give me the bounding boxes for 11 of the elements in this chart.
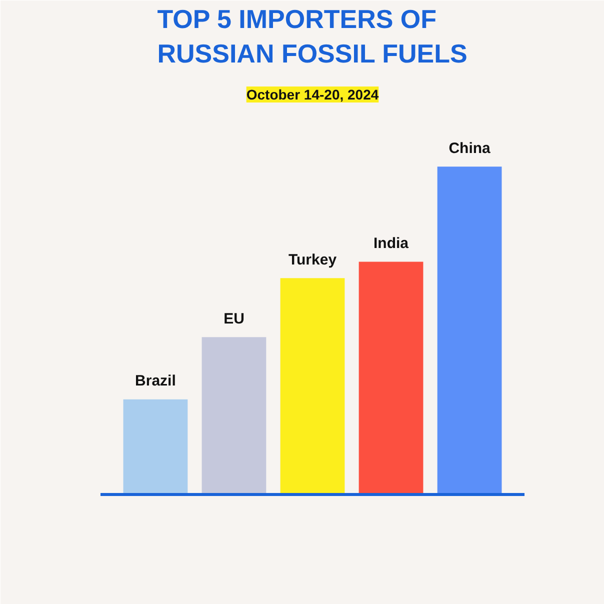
bar: [358, 262, 424, 494]
x-tick-label: Turkey: [288, 251, 338, 268]
x-tick-label: Brazil: [135, 372, 176, 390]
chart-title: TOP 5 IMPORTERS OF RUSSIAN FOSSIL FUELS: [157, 4, 468, 68]
x-tick-label: India: [374, 234, 410, 252]
x-tick-label: EU: [224, 310, 244, 328]
bar: [123, 399, 188, 494]
x-tick-label: China: [448, 140, 492, 157]
bar: [437, 166, 502, 494]
bar: [202, 337, 266, 494]
bar: [280, 278, 345, 494]
